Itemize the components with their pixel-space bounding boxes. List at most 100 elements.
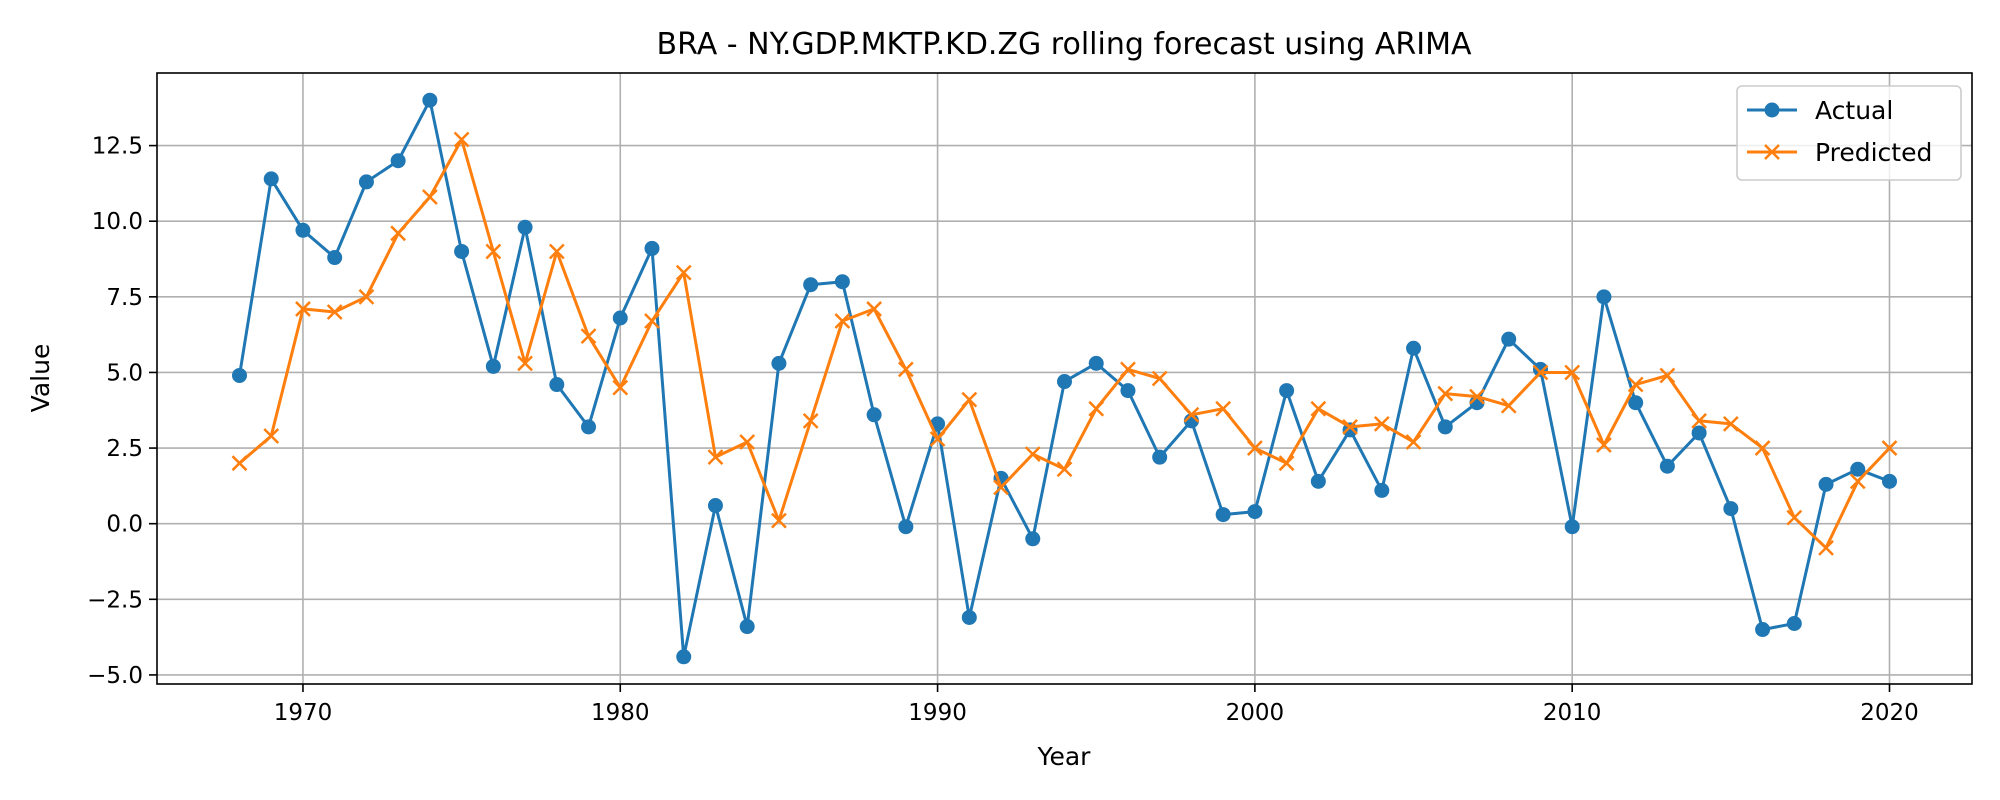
data-point-actual bbox=[1120, 383, 1136, 399]
data-point-predicted bbox=[644, 313, 660, 329]
data-point-actual bbox=[1215, 507, 1231, 523]
y-tick-label: 12.5 bbox=[92, 134, 143, 160]
data-point-actual bbox=[327, 250, 343, 266]
data-point-predicted bbox=[1373, 415, 1390, 432]
x-tick-label: 2010 bbox=[1543, 700, 1602, 726]
data-point-predicted bbox=[929, 431, 946, 447]
legend: Actual Predicted bbox=[1736, 85, 1962, 181]
data-point-predicted bbox=[517, 355, 533, 372]
data-point-actual bbox=[1628, 395, 1644, 411]
data-point-actual bbox=[834, 274, 850, 290]
data-point-predicted bbox=[1627, 376, 1644, 393]
y-axis-label: Value bbox=[26, 344, 55, 413]
data-point-predicted bbox=[1849, 473, 1866, 490]
data-point-predicted bbox=[1215, 400, 1232, 417]
series-actual bbox=[232, 92, 1897, 665]
data-point-actual bbox=[1310, 473, 1326, 489]
data-point-actual bbox=[1406, 340, 1422, 356]
x-tick-label: 1970 bbox=[274, 700, 333, 726]
data-point-predicted bbox=[390, 225, 407, 242]
data-point-actual bbox=[1659, 458, 1675, 474]
data-point-predicted bbox=[1564, 364, 1581, 381]
series-layer bbox=[231, 92, 1898, 665]
legend-item-actual: Actual bbox=[1747, 96, 1893, 125]
data-point-actual bbox=[1025, 531, 1041, 547]
series-predicted bbox=[231, 131, 1898, 556]
data-point-actual bbox=[1088, 355, 1104, 371]
data-point-actual bbox=[739, 619, 755, 635]
data-point-predicted bbox=[1056, 461, 1073, 478]
data-point-predicted bbox=[358, 288, 375, 305]
data-point-actual bbox=[961, 609, 977, 625]
data-point-predicted bbox=[1786, 509, 1803, 526]
data-point-actual bbox=[1374, 482, 1390, 498]
data-point-actual bbox=[390, 153, 406, 169]
legend-marker-circle bbox=[1764, 102, 1780, 118]
y-tick-label: 0.0 bbox=[106, 512, 143, 538]
data-point-actual bbox=[676, 649, 692, 665]
data-point-predicted bbox=[1437, 385, 1454, 402]
data-point-actual bbox=[1755, 622, 1771, 638]
data-point-actual bbox=[612, 310, 628, 326]
data-point-predicted bbox=[993, 479, 1009, 496]
data-point-actual bbox=[707, 498, 723, 514]
data-point-predicted bbox=[263, 428, 280, 444]
data-point-actual bbox=[422, 92, 438, 108]
data-point-predicted bbox=[739, 434, 756, 450]
data-point-actual bbox=[517, 219, 533, 235]
data-point-actual bbox=[485, 358, 501, 374]
legend-marker-x bbox=[1764, 144, 1780, 160]
legend-label: Predicted bbox=[1815, 138, 1932, 167]
data-point-predicted bbox=[834, 313, 851, 329]
x-tick-label: 2020 bbox=[1860, 700, 1919, 726]
data-point-predicted bbox=[1246, 440, 1263, 456]
x-tick-label: 1990 bbox=[908, 700, 967, 726]
data-point-actual bbox=[1247, 504, 1263, 520]
x-tick-label: 2000 bbox=[1226, 700, 1285, 726]
legend-item-predicted: Predicted bbox=[1747, 138, 1932, 167]
data-point-actual bbox=[454, 243, 470, 259]
data-point-predicted bbox=[548, 243, 565, 260]
data-point-predicted bbox=[612, 379, 629, 396]
data-point-predicted bbox=[1088, 400, 1105, 417]
data-point-predicted bbox=[1024, 446, 1041, 463]
data-point-actual bbox=[263, 171, 279, 187]
data-point-actual bbox=[1279, 383, 1295, 399]
data-point-actual bbox=[1723, 501, 1739, 517]
y-tick-label: 7.5 bbox=[106, 285, 143, 311]
data-point-actual bbox=[1437, 419, 1453, 435]
data-point-actual bbox=[1818, 476, 1834, 492]
y-tick-label: 2.5 bbox=[106, 436, 143, 462]
x-tick-label: 1980 bbox=[591, 700, 650, 726]
y-tick-label: −5.0 bbox=[87, 663, 143, 689]
data-point-actual bbox=[1596, 289, 1612, 305]
data-point-predicted bbox=[453, 131, 470, 148]
data-point-actual bbox=[644, 240, 660, 256]
data-point-predicted bbox=[1469, 388, 1485, 405]
axis-ticks: 1970 1980 1990 2000 2010 2020 −5.0 −2.5 0.0 2.5 5.… bbox=[87, 134, 1919, 726]
data-point-actual bbox=[771, 355, 787, 371]
data-point-actual bbox=[1850, 461, 1866, 477]
data-point-predicted bbox=[1151, 370, 1168, 387]
data-point-predicted bbox=[1691, 412, 1708, 429]
data-point-predicted bbox=[897, 361, 914, 378]
data-point-predicted bbox=[1120, 361, 1136, 378]
chart-title: BRA - NY.GDP.MKTP.KD.ZG rolling forecast… bbox=[657, 27, 1472, 62]
plot-frame bbox=[156, 72, 1973, 685]
data-point-actual bbox=[549, 377, 565, 393]
data-point-predicted bbox=[1722, 415, 1739, 432]
data-point-actual bbox=[232, 367, 247, 383]
data-point-predicted bbox=[295, 301, 311, 317]
data-point-actual bbox=[1057, 374, 1072, 390]
y-tick-label: 10.0 bbox=[92, 209, 143, 235]
data-point-actual bbox=[1152, 449, 1168, 465]
data-point-predicted bbox=[1596, 437, 1612, 453]
data-point-actual bbox=[898, 519, 914, 535]
data-point-actual bbox=[1501, 331, 1517, 347]
data-point-actual bbox=[295, 222, 311, 238]
data-point-predicted bbox=[1500, 397, 1517, 414]
data-point-predicted bbox=[1278, 455, 1295, 472]
y-tick-label: 5.0 bbox=[106, 360, 143, 386]
